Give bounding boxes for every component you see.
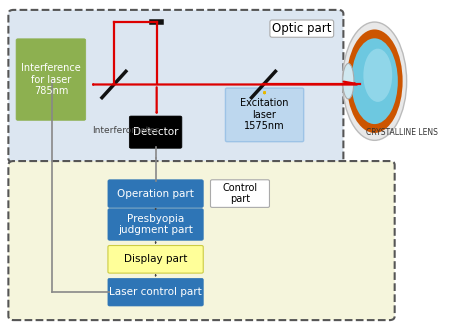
Text: Detector: Detector [133,127,178,137]
FancyBboxPatch shape [108,209,203,240]
FancyBboxPatch shape [108,180,203,207]
Ellipse shape [343,63,354,99]
Text: Optic part: Optic part [272,22,332,35]
FancyBboxPatch shape [211,180,270,207]
FancyBboxPatch shape [129,116,182,148]
Text: Excitation
laser
1575nm: Excitation laser 1575nm [240,98,289,131]
Text: Presbyopia
judgment part: Presbyopia judgment part [118,214,193,235]
Text: Interferometer: Interferometer [93,126,159,135]
Text: CRYSTALLINE LENS: CRYSTALLINE LENS [366,128,438,137]
Text: Laser control part: Laser control part [109,287,202,297]
Ellipse shape [346,29,403,133]
FancyBboxPatch shape [108,279,203,306]
FancyBboxPatch shape [108,246,203,273]
Text: Control
part: Control part [222,183,257,204]
Ellipse shape [363,49,392,102]
Text: Display part: Display part [124,254,187,264]
FancyBboxPatch shape [225,88,304,142]
Ellipse shape [351,38,398,124]
Text: Operation part: Operation part [117,188,194,199]
FancyBboxPatch shape [9,161,395,320]
Ellipse shape [342,22,407,140]
FancyBboxPatch shape [9,10,343,162]
Text: Interference
for laser
785nm: Interference for laser 785nm [21,63,81,96]
FancyBboxPatch shape [16,39,86,120]
